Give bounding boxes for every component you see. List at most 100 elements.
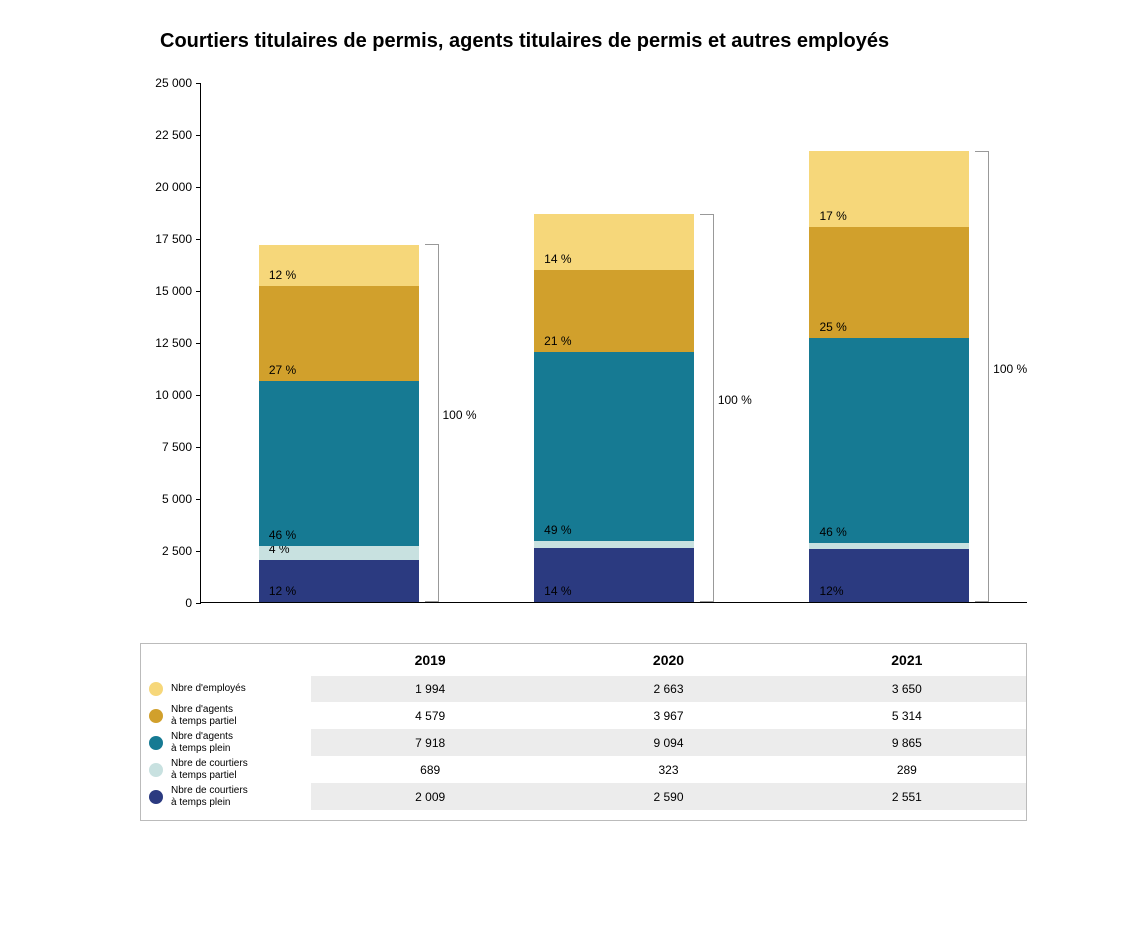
bar-segment-employes: 14 %	[534, 214, 694, 269]
segment-pct-label: 21 %	[544, 334, 571, 348]
table-row: Nbre de courtiersà temps plein 2 0092 590…	[141, 783, 1026, 810]
bar-segment-agents_partiel: 21 %	[534, 270, 694, 353]
segment-pct-label: 12%	[819, 584, 843, 598]
y-tick-mark	[196, 395, 201, 396]
table-cell: 2 590	[549, 783, 787, 810]
table-row: Nbre d'employés1 9942 6633 650	[141, 676, 1026, 702]
bar-stack: 14 % 2 % 49 % 21 % 14 %	[534, 214, 694, 602]
y-tick-label: 22 500	[155, 128, 192, 142]
legend-swatch	[149, 709, 163, 723]
table-cell: 689	[311, 756, 549, 783]
total-bracket	[425, 244, 439, 602]
bar-column: 12% 1 % 46 % 25 % 17 % 100 %	[752, 83, 1027, 602]
legend-swatch	[149, 763, 163, 777]
table-cell: 3 650	[788, 676, 1026, 702]
table-col-header: 2020	[549, 644, 787, 676]
table-cell: 2 663	[549, 676, 787, 702]
y-tick-label: 2 500	[162, 544, 192, 558]
y-tick-mark	[196, 187, 201, 188]
table-cell: 4 579	[311, 702, 549, 729]
table-cell: 5 314	[788, 702, 1026, 729]
bar-segment-agents_plein: 46 %	[259, 381, 419, 546]
table-cell: 9 094	[549, 729, 787, 756]
table-col-header: 2021	[788, 644, 1026, 676]
y-tick-mark	[196, 83, 201, 84]
legend-label: Nbre d'agentsà temps partiel	[171, 704, 237, 727]
legend-swatch	[149, 736, 163, 750]
total-label: 100 %	[443, 408, 477, 422]
table-cell: 289	[788, 756, 1026, 783]
bars-group: 12 %4 %46 %27 %12 %100 %14 %2 %49 %21 %1…	[201, 83, 1027, 602]
y-tick-label: 10 000	[155, 388, 192, 402]
bar-stack: 12% 1 % 46 % 25 % 17 %	[809, 151, 969, 602]
segment-pct-label: 14 %	[544, 252, 571, 266]
segment-pct-label: 46 %	[269, 528, 296, 542]
bar-column: 12 % 4 % 46 % 27 % 12 % 100 %	[201, 83, 476, 602]
table-cell: 2 551	[788, 783, 1026, 810]
y-tick-mark	[196, 603, 201, 604]
segment-pct-label: 46 %	[819, 525, 846, 539]
bar-segment-employes: 12 %	[259, 245, 419, 286]
chart-title: Courtiers titulaires de permis, agents t…	[160, 30, 1067, 53]
data-table-wrap: 201920202021Nbre d'employés1 9942 6633 6…	[140, 643, 1027, 821]
segment-pct-label: 14 %	[544, 584, 571, 598]
y-tick-label: 25 000	[155, 76, 192, 90]
y-tick-mark	[196, 447, 201, 448]
total-label: 100 %	[718, 393, 752, 407]
segment-pct-label: 27 %	[269, 363, 296, 377]
bar-segment-courtiers_plein: 12 %	[259, 560, 419, 602]
legend-label: Nbre d'agentsà temps plein	[171, 731, 233, 754]
y-tick-label: 0	[185, 596, 192, 610]
legend-cell: Nbre d'employés	[141, 676, 311, 702]
table-cell: 9 865	[788, 729, 1026, 756]
y-tick-mark	[196, 499, 201, 500]
y-tick-label: 12 500	[155, 336, 192, 350]
segment-pct-label: 49 %	[544, 523, 571, 537]
segment-pct-label: 25 %	[819, 320, 846, 334]
legend-cell: Nbre de courtiersà temps plein	[141, 783, 311, 810]
table-row: Nbre de courtiersà temps partiel68932328…	[141, 756, 1026, 783]
total-bracket	[975, 151, 989, 602]
table-header-row: 201920202021	[141, 644, 1026, 676]
y-tick-mark	[196, 239, 201, 240]
table-row: Nbre d'agentsà temps partiel 4 5793 9675 …	[141, 702, 1026, 729]
bar-segment-employes: 17 %	[809, 151, 969, 227]
legend-label: Nbre de courtiersà temps plein	[171, 785, 248, 808]
bar-segment-agents_plein: 49 %	[534, 352, 694, 541]
plot-area: 12 %4 %46 %27 %12 %100 %14 %2 %49 %21 %1…	[200, 83, 1027, 603]
table-spacer	[141, 810, 1026, 820]
table-cell: 323	[549, 756, 787, 783]
chart-container: Courtiers titulaires de permis, agents t…	[0, 0, 1127, 861]
segment-pct-label: 12 %	[269, 268, 296, 282]
bar-column: 14 % 2 % 49 % 21 % 14 % 100 %	[476, 83, 751, 602]
table-cell: 7 918	[311, 729, 549, 756]
legend-swatch	[149, 682, 163, 696]
y-tick-label: 15 000	[155, 284, 192, 298]
legend-cell: Nbre d'agentsà temps plein	[141, 729, 311, 756]
segment-pct-label: 17 %	[819, 209, 846, 223]
legend-cell: Nbre de courtiersà temps partiel	[141, 756, 311, 783]
bar-segment-agents_plein: 46 %	[809, 338, 969, 543]
legend-label: Nbre d'employés	[171, 683, 246, 695]
total-label: 100 %	[993, 362, 1027, 376]
y-tick-mark	[196, 343, 201, 344]
bar-stack: 12 % 4 % 46 % 27 % 12 %	[259, 245, 419, 603]
legend-cell: Nbre d'agentsà temps partiel	[141, 702, 311, 729]
segment-pct-label: 12 %	[269, 584, 296, 598]
bar-segment-agents_partiel: 25 %	[809, 227, 969, 338]
bar-segment-courtiers_partiel: 1 %	[809, 543, 969, 549]
chart-area: 02 5005 0007 50010 00012 50015 00017 500…	[140, 83, 1027, 643]
y-tick-mark	[196, 551, 201, 552]
table-cell: 3 967	[549, 702, 787, 729]
table-cell: 2 009	[311, 783, 549, 810]
y-tick-label: 5 000	[162, 492, 192, 506]
bar-segment-courtiers_plein: 14 %	[534, 548, 694, 602]
total-bracket	[700, 214, 714, 602]
table-col-header: 2019	[311, 644, 549, 676]
y-tick-label: 20 000	[155, 180, 192, 194]
data-table: 201920202021Nbre d'employés1 9942 6633 6…	[141, 644, 1026, 820]
table-row: Nbre d'agentsà temps plein 7 9189 0949 86…	[141, 729, 1026, 756]
y-axis: 02 5005 0007 50010 00012 50015 00017 500…	[140, 83, 200, 603]
bar-segment-courtiers_partiel: 2 %	[534, 541, 694, 548]
bar-segment-courtiers_partiel: 4 %	[259, 546, 419, 560]
